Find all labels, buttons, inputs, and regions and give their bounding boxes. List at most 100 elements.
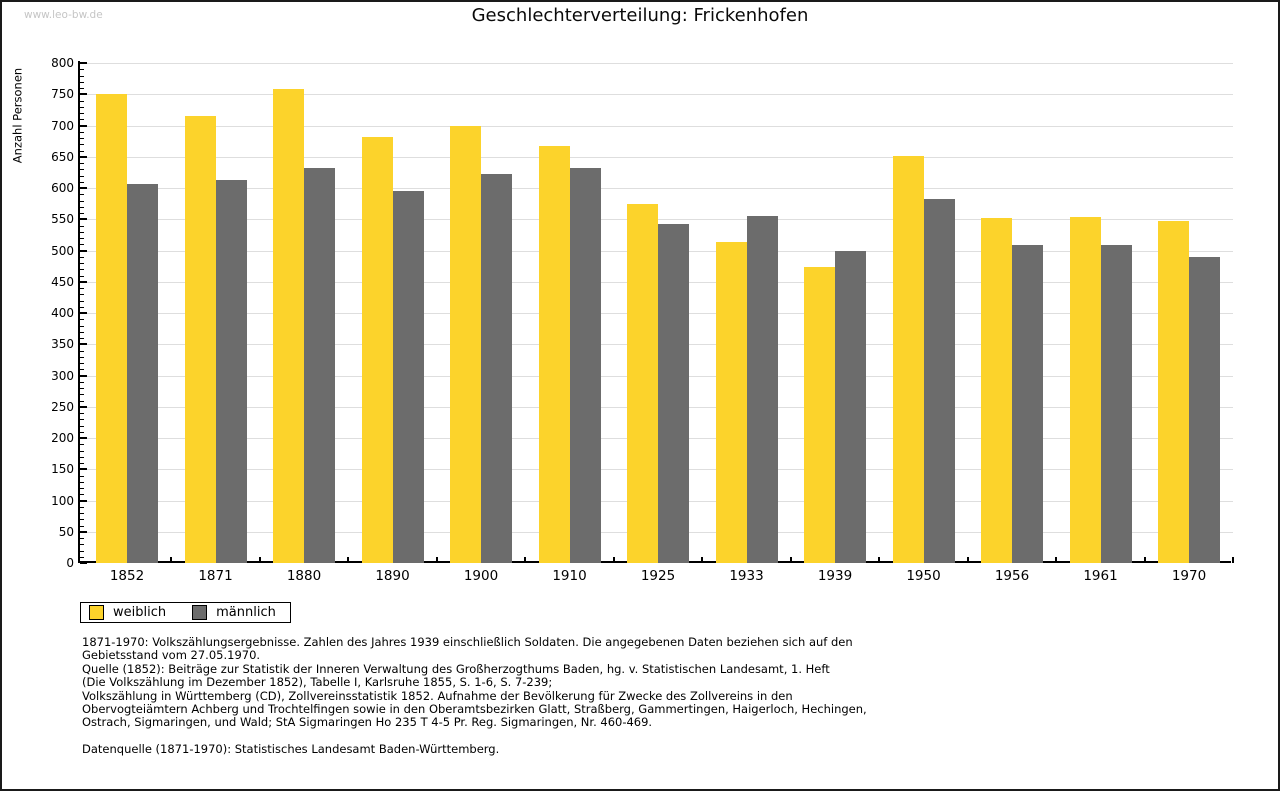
y-minor-tick [80, 444, 84, 446]
bar-männlich-1880 [304, 168, 335, 563]
y-tick-400 [80, 312, 87, 314]
bar-weiblich-1925 [627, 203, 658, 563]
y-minor-tick [80, 506, 84, 508]
y-minor-tick [80, 206, 84, 208]
bar-weiblich-1939 [804, 266, 835, 563]
x-label-1961: 1961 [1083, 568, 1118, 584]
y-tick-label-150: 150 [51, 462, 74, 477]
bar-weiblich-1900 [450, 125, 481, 563]
y-tick-label-550: 550 [51, 212, 74, 227]
bar-männlich-1961 [1100, 244, 1132, 563]
y-tick-label-800: 800 [51, 56, 74, 70]
legend-label-weiblich: weiblich [113, 605, 167, 620]
bar-weiblich-1950 [892, 155, 924, 563]
x-boundary-tick [258, 557, 261, 563]
x-label-1880: 1880 [286, 568, 322, 584]
bar-männlich-1890 [392, 191, 424, 563]
y-tick-label-100: 100 [51, 493, 74, 508]
bar-weiblich-1956 [981, 218, 1012, 563]
y-tick-550 [80, 218, 87, 221]
x-label-1950: 1950 [906, 568, 941, 584]
y-minor-tick [80, 481, 84, 483]
x-boundary-tick [878, 557, 881, 563]
bar-männlich-1925 [658, 224, 689, 563]
y-minor-tick [80, 194, 84, 196]
y-minor-tick [80, 513, 84, 514]
y-minor-tick [80, 106, 84, 108]
y-minor-tick [80, 556, 84, 558]
y-tick-label-300: 300 [51, 368, 74, 383]
y-minor-tick [80, 350, 84, 352]
y-minor-tick [80, 100, 84, 102]
source-notes: 1871-1970: Volkszählungsergebnisse. Zahl… [82, 635, 1232, 757]
y-tick-label-250: 250 [51, 399, 74, 414]
bar-weiblich-1970 [1158, 221, 1189, 563]
bar-weiblich-1890 [361, 136, 393, 563]
x-label-1970: 1970 [1171, 568, 1207, 584]
y-tick-label-0: 0 [66, 556, 74, 570]
legend-swatch-maennlich [192, 605, 208, 620]
y-tick-200 [80, 437, 87, 439]
y-minor-tick [80, 275, 84, 277]
x-boundary-tick [435, 557, 438, 563]
x-label-1890: 1890 [375, 568, 410, 584]
y-minor-tick [80, 75, 84, 77]
y-minor-tick [80, 413, 84, 414]
y-minor-tick [80, 419, 84, 421]
y-minor-tick [80, 450, 84, 452]
gridline-600 [80, 188, 1233, 189]
y-tick-label-750: 750 [51, 87, 74, 102]
y-minor-tick [80, 69, 84, 71]
bar-weiblich-1933 [715, 241, 747, 563]
y-tick-label-700: 700 [51, 118, 74, 133]
bar-weiblich-1871 [184, 116, 216, 563]
y-minor-tick [80, 300, 84, 302]
y-tick-100 [80, 499, 87, 502]
y-minor-tick [80, 213, 84, 214]
source-note-line: 1871-1970: Volkszählungsergebnisse. Zahl… [82, 635, 853, 649]
x-label-1871: 1871 [198, 568, 233, 584]
bar-männlich-1970 [1189, 256, 1220, 563]
x-boundary-tick [1232, 557, 1235, 563]
bar-chart-plot-area: Anzahl Personen 0 50 100 150 200 250 300 350 400… [2, 2, 1278, 602]
y-minor-tick [80, 113, 84, 114]
bar-weiblich-1910 [538, 146, 570, 563]
source-note-line: Volkszählung in Württemberg (CD), Zollve… [82, 688, 793, 703]
x-boundary-tick [347, 557, 350, 563]
y-minor-tick [80, 550, 84, 552]
y-tick-50 [80, 530, 87, 533]
y-tick-label-400: 400 [51, 306, 74, 320]
y-minor-tick [80, 519, 84, 521]
y-minor-tick [80, 294, 84, 296]
y-minor-tick [80, 325, 84, 327]
x-boundary-tick [170, 557, 173, 563]
y-minor-tick [80, 431, 84, 433]
bar-männlich-1900 [481, 174, 512, 563]
y-tick-label-50: 50 [58, 524, 74, 539]
y-tick-450 [80, 280, 87, 283]
watermark-text: www.leo-bw.de [24, 9, 103, 21]
chart-title: Geschlechterverteilung: Frickenhofen [471, 5, 809, 26]
y-minor-tick [80, 169, 84, 171]
y-minor-tick [80, 369, 84, 371]
bar-männlich-1852 [127, 183, 158, 563]
y-tick-500 [80, 249, 87, 252]
y-minor-tick [80, 363, 84, 364]
y-minor-tick [80, 544, 84, 546]
y-minor-tick [80, 163, 84, 164]
y-minor-tick [80, 256, 84, 258]
y-minor-tick [80, 388, 84, 389]
y-tick-300 [80, 374, 87, 377]
source-note-line: Quelle (1852): Beiträge zur Statistik de… [82, 661, 830, 676]
y-minor-tick [80, 494, 84, 496]
x-boundary-tick [789, 557, 792, 563]
bar-männlich-1939 [835, 250, 866, 563]
source-note-line: Ostrach, Sigmaringen, und Wald; StA Sigm… [82, 715, 653, 730]
y-minor-tick [80, 88, 84, 89]
y-tick-800 [80, 62, 87, 64]
x-boundary-tick [612, 557, 615, 563]
y-minor-tick [80, 119, 84, 121]
bar-weiblich-1961 [1069, 216, 1101, 563]
y-minor-tick [80, 394, 84, 396]
x-label-1939: 1939 [817, 568, 853, 584]
